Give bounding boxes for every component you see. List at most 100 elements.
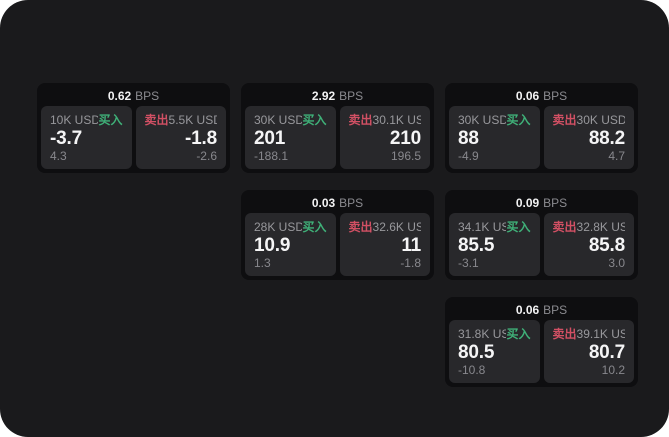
quote-card: 0.03 BPS 28K USD 买入 10.9 1.3 卖出 32.6K US…	[241, 190, 434, 280]
bps-value: 0.09	[515, 195, 540, 210]
sell-quote-tile[interactable]: 卖出 32.8K USD 85.8 3.0	[543, 213, 634, 276]
buy-amount: 30K USD	[254, 114, 303, 126]
sell-price: -1.8	[185, 127, 217, 149]
sell-button[interactable]: 卖出	[552, 220, 577, 234]
card-bps-header: 0.62 BPS	[37, 83, 230, 106]
sell-tile-top: 卖出 32.8K USD	[553, 221, 626, 233]
buy-delta: -3.1	[458, 256, 479, 270]
buy-button[interactable]: 买入	[506, 327, 531, 341]
buy-tile-top: 30K USD 买入	[458, 114, 531, 126]
buy-button[interactable]: 买入	[98, 113, 123, 127]
card-bps-header: 0.03 BPS	[241, 190, 434, 213]
buy-tile-top: 31.8K USD 买入	[458, 328, 531, 340]
sell-quote-tile[interactable]: 卖出 30K USD 88.2 4.7	[543, 106, 634, 169]
bps-unit-label: BPS	[543, 88, 568, 103]
buy-tile-top: 34.1K USD 买入	[458, 221, 531, 233]
bps-value: 0.06	[515, 88, 540, 103]
buy-quote-tile[interactable]: 34.1K USD 买入 85.5 -3.1	[449, 213, 540, 276]
sell-amount: 32.6K USD	[372, 221, 421, 233]
sell-amount: 39.1K USD	[576, 328, 625, 340]
buy-button[interactable]: 买入	[506, 113, 531, 127]
buy-button[interactable]: 买入	[506, 220, 531, 234]
sell-quote-tile[interactable]: 卖出 30.1K USD 210 196.5	[339, 106, 430, 169]
sell-amount: 5.5K USD	[168, 114, 217, 126]
sell-tile-top: 卖出 30.1K USD	[349, 114, 422, 126]
card-body: 30K USD 买入 88 -4.9 卖出 30K USD 88.2 4.7	[445, 106, 638, 173]
bps-value: 0.06	[515, 302, 540, 317]
bps-value: 2.92	[311, 88, 336, 103]
buy-quote-tile[interactable]: 31.8K USD 买入 80.5 -10.8	[449, 320, 540, 383]
sell-tile-top: 卖出 30K USD	[553, 114, 626, 126]
bps-value: 0.03	[311, 195, 336, 210]
sell-delta: -2.6	[196, 149, 217, 163]
buy-button[interactable]: 买入	[302, 220, 327, 234]
card-body: 31.8K USD 买入 80.5 -10.8 卖出 39.1K USD 80.…	[445, 320, 638, 387]
buy-amount: 31.8K USD	[458, 328, 507, 340]
sell-amount: 30.1K USD	[372, 114, 421, 126]
buy-amount: 34.1K USD	[458, 221, 507, 233]
buy-quote-tile[interactable]: 30K USD 买入 201 -188.1	[245, 106, 336, 169]
card-body: 34.1K USD 买入 85.5 -3.1 卖出 32.8K USD 85.8…	[445, 213, 638, 280]
buy-price: 85.5	[458, 234, 495, 256]
card-body: 30K USD 买入 201 -188.1 卖出 30.1K USD 210 1…	[241, 106, 434, 173]
card-body: 10K USD 买入 -3.7 4.3 卖出 5.5K USD -1.8 -2.…	[37, 106, 230, 173]
buy-button[interactable]: 买入	[302, 113, 327, 127]
quote-card: 0.06 BPS 30K USD 买入 88 -4.9 卖出 30K USD 8…	[445, 83, 638, 173]
buy-tile-top: 10K USD 买入	[50, 114, 123, 126]
quote-card: 0.06 BPS 31.8K USD 买入 80.5 -10.8 卖出 39.1…	[445, 297, 638, 387]
sell-button[interactable]: 卖出	[348, 113, 373, 127]
sell-price: 80.7	[588, 341, 625, 363]
sell-amount: 32.8K USD	[576, 221, 625, 233]
card-bps-header: 2.92 BPS	[241, 83, 434, 106]
sell-delta: 196.5	[390, 149, 421, 163]
sell-quote-tile[interactable]: 卖出 5.5K USD -1.8 -2.6	[135, 106, 226, 169]
buy-quote-tile[interactable]: 10K USD 买入 -3.7 4.3	[41, 106, 132, 169]
sell-price: 210	[389, 127, 421, 149]
buy-price: 88	[458, 127, 479, 149]
sell-tile-top: 卖出 5.5K USD	[145, 114, 218, 126]
sell-tile-top: 卖出 39.1K USD	[553, 328, 626, 340]
buy-price: 10.9	[254, 234, 291, 256]
sell-price: 88.2	[588, 127, 625, 149]
buy-amount: 30K USD	[458, 114, 507, 126]
sell-button[interactable]: 卖出	[552, 327, 577, 341]
sell-quote-tile[interactable]: 卖出 39.1K USD 80.7 10.2	[543, 320, 634, 383]
buy-delta: 4.3	[50, 149, 67, 163]
bps-unit-label: BPS	[543, 195, 568, 210]
sell-delta: 4.7	[608, 149, 625, 163]
bps-unit-label: BPS	[135, 88, 160, 103]
buy-tile-top: 30K USD 买入	[254, 114, 327, 126]
buy-quote-tile[interactable]: 28K USD 买入 10.9 1.3	[245, 213, 336, 276]
buy-price: 201	[254, 127, 286, 149]
sell-price: 85.8	[588, 234, 625, 256]
sell-button[interactable]: 卖出	[552, 113, 577, 127]
sell-button[interactable]: 卖出	[348, 220, 373, 234]
buy-price: 80.5	[458, 341, 495, 363]
sell-delta: 3.0	[608, 256, 625, 270]
buy-delta: -10.8	[458, 363, 486, 377]
bps-unit-label: BPS	[339, 195, 364, 210]
buy-quote-tile[interactable]: 30K USD 买入 88 -4.9	[449, 106, 540, 169]
bps-value: 0.62	[107, 88, 132, 103]
sell-delta: -1.8	[400, 256, 421, 270]
buy-delta: -188.1	[254, 149, 289, 163]
buy-tile-top: 28K USD 买入	[254, 221, 327, 233]
quote-card: 2.92 BPS 30K USD 买入 201 -188.1 卖出 30.1K …	[241, 83, 434, 173]
sell-quote-tile[interactable]: 卖出 32.6K USD 11 -1.8	[339, 213, 430, 276]
sell-amount: 30K USD	[576, 114, 625, 126]
sell-button[interactable]: 卖出	[144, 113, 169, 127]
quote-card: 0.09 BPS 34.1K USD 买入 85.5 -3.1 卖出 32.8K…	[445, 190, 638, 280]
quote-card: 0.62 BPS 10K USD 买入 -3.7 4.3 卖出 5.5K USD…	[37, 83, 230, 173]
sell-delta: 10.2	[601, 363, 625, 377]
card-bps-header: 0.06 BPS	[445, 297, 638, 320]
buy-amount: 10K USD	[50, 114, 99, 126]
buy-delta: 1.3	[254, 256, 271, 270]
card-body: 28K USD 买入 10.9 1.3 卖出 32.6K USD 11 -1.8	[241, 213, 434, 280]
bps-unit-label: BPS	[543, 302, 568, 317]
card-bps-header: 0.06 BPS	[445, 83, 638, 106]
quote-cards-grid: 0.62 BPS 10K USD 买入 -3.7 4.3 卖出 5.5K USD…	[37, 83, 638, 387]
buy-amount: 28K USD	[254, 221, 303, 233]
sell-tile-top: 卖出 32.6K USD	[349, 221, 422, 233]
buy-price: -3.7	[50, 127, 82, 149]
